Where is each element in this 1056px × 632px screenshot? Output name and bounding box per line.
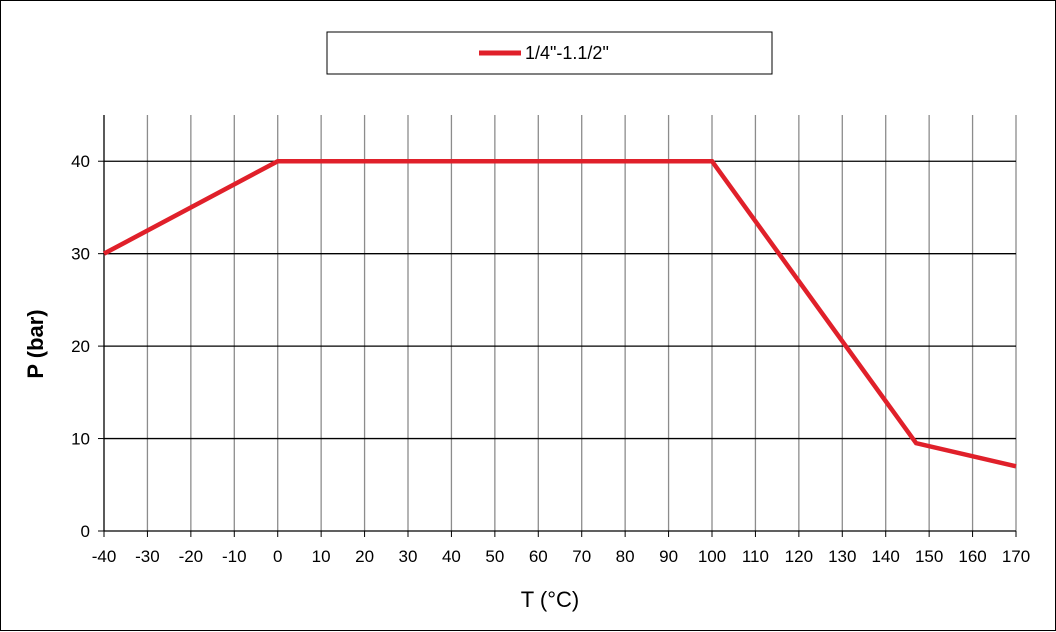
y-axis-title: P (bar) (23, 309, 48, 378)
x-tick-label: 20 (355, 547, 374, 566)
plot-area (104, 115, 1016, 531)
x-tick-label: 60 (529, 547, 548, 566)
x-tick-label: 170 (1002, 547, 1030, 566)
legend-box (326, 31, 773, 75)
x-tick-label: 80 (616, 547, 635, 566)
axes (103, 115, 1016, 532)
x-tick-label: 10 (312, 547, 331, 566)
y-tick-label: 30 (71, 245, 90, 264)
x-tick-label: -40 (92, 547, 117, 566)
legend-label: 1/4"-1.1/2" (525, 43, 609, 63)
y-tick-label: 40 (71, 152, 90, 171)
x-tick-label: 40 (442, 547, 461, 566)
x-tick-label: 130 (828, 547, 856, 566)
x-tick-label: 150 (915, 547, 943, 566)
x-axis-ticks: -40 -30 -20 -10 0 10 20 30 40 50 60 70 80 90 100 110 120… (92, 531, 1030, 566)
x-tick-label: 120 (785, 547, 813, 566)
x-tick-label: 70 (572, 547, 591, 566)
y-tick-label: 20 (71, 337, 90, 356)
x-tick-label: -20 (179, 547, 204, 566)
x-tick-label: 50 (485, 547, 504, 566)
x-tick-label: 90 (659, 547, 678, 566)
x-tick-label: 160 (958, 547, 986, 566)
vertical-gridlines (146, 115, 1017, 531)
x-tick-label: 0 (273, 547, 282, 566)
y-tick-label: 0 (81, 522, 90, 541)
x-tick-label: -30 (135, 547, 160, 566)
y-axis-ticks: 0 10 20 30 40 (71, 152, 104, 541)
legend: 1/4"-1.1/2" (326, 31, 773, 75)
x-tick-label: 140 (872, 547, 900, 566)
series-layer (102, 158, 1017, 469)
x-tick-label: -10 (222, 547, 247, 566)
x-axis-title: T (°C) (521, 587, 580, 612)
x-tick-label: 30 (399, 547, 418, 566)
x-tick-label: 100 (698, 547, 726, 566)
x-tick-label: 110 (742, 547, 769, 566)
y-tick-label: 10 (71, 430, 90, 449)
series-line (102, 158, 1017, 469)
